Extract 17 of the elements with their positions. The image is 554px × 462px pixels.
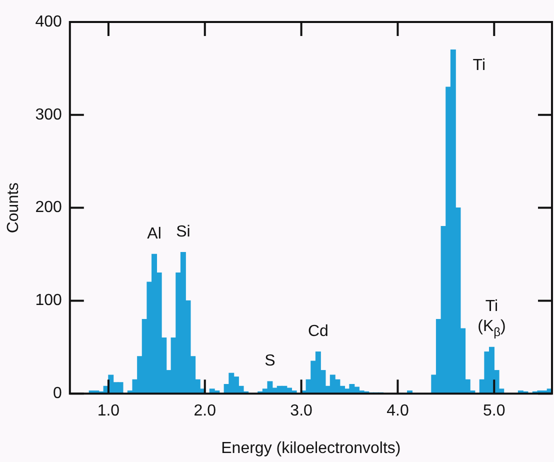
x-tick-label: 1.0 — [97, 402, 120, 420]
y-tick-label: 200 — [35, 199, 62, 216]
y-axis-title: Counts — [5, 182, 22, 234]
x-tick-label: 4.0 — [386, 402, 409, 420]
annotation: Cd — [308, 322, 328, 340]
annotation: Al — [147, 225, 162, 242]
x-tick-label: 3.0 — [290, 402, 313, 420]
annotation: Si — [176, 223, 190, 240]
y-tick-label: 0 — [52, 385, 62, 402]
y-tick-label: 400 — [35, 13, 62, 30]
annotation: Ti — [472, 56, 486, 74]
y-tick-label: 300 — [35, 106, 62, 124]
y-tick-label: 100 — [35, 292, 62, 310]
x-tick-label: 2.0 — [194, 402, 216, 420]
x-axis-title: Energy (kiloelectronvolts) — [221, 440, 401, 457]
x-tick-label: 5.0 — [483, 402, 506, 420]
annotation: S — [264, 352, 276, 370]
